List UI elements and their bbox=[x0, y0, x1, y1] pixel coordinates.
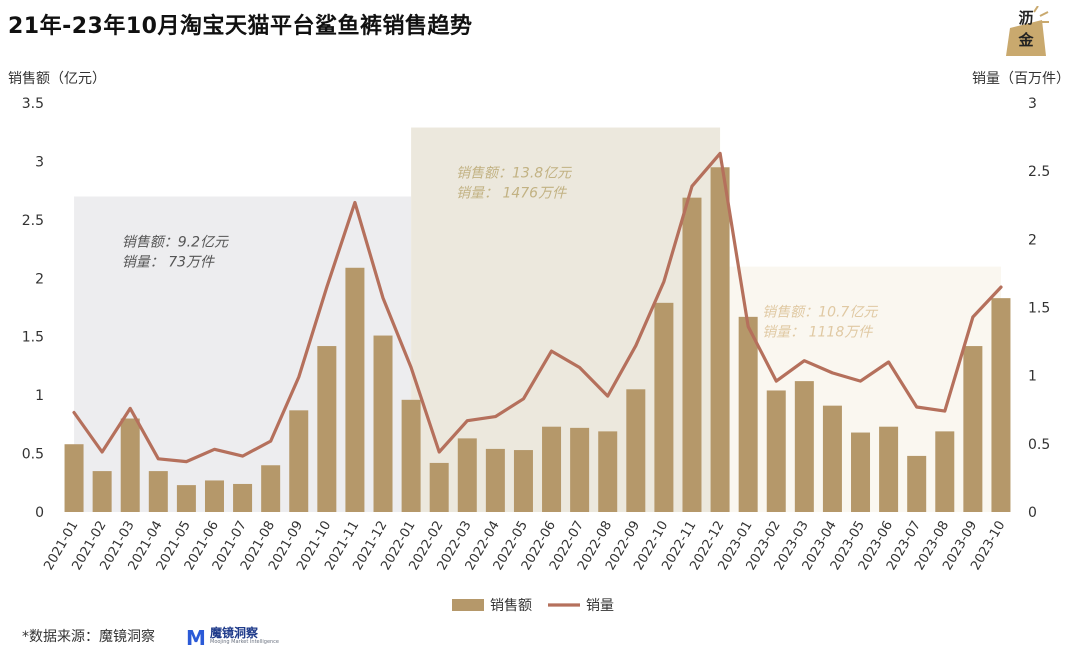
bar-2021-12 bbox=[373, 335, 393, 512]
left-axis-title: 销售额（亿元） bbox=[8, 71, 106, 87]
bar-2021-08 bbox=[261, 465, 281, 512]
bar-2023-02 bbox=[766, 390, 786, 512]
bar-2022-04 bbox=[485, 448, 505, 512]
right-tick-6: 3 bbox=[1028, 96, 1037, 112]
region-2-volume-annotation: 销量： 1476万件 bbox=[456, 186, 567, 202]
footer-brand-name: 魔镜洞察 bbox=[210, 626, 259, 640]
legend-bar-label: 销售额 bbox=[490, 598, 532, 614]
footer-brand-sub: Moojing Market Intelligence bbox=[210, 639, 280, 645]
brand-logo: 沥 金 bbox=[1002, 5, 1050, 60]
bar-2022-09 bbox=[626, 389, 646, 512]
right-tick-2: 1 bbox=[1028, 369, 1037, 385]
left-tick-2: 1 bbox=[35, 388, 44, 404]
bar-2022-06 bbox=[542, 426, 562, 512]
bar-2021-09 bbox=[289, 410, 309, 512]
data-source: *数据来源：魔镜洞察 bbox=[22, 629, 155, 645]
logo-text-2: 金 bbox=[1018, 31, 1034, 49]
legend-line-label: 销量 bbox=[586, 598, 614, 614]
bar-2021-11 bbox=[345, 267, 365, 512]
left-tick-1: 0.5 bbox=[22, 447, 44, 463]
region-3-sales-annotation: 销售额：10.7亿元 bbox=[762, 305, 878, 321]
region-2-sales-annotation: 销售额：13.8亿元 bbox=[456, 166, 572, 182]
bar-2021-02 bbox=[92, 471, 112, 512]
brand-m-icon: M bbox=[186, 626, 206, 650]
right-tick-1: 0.5 bbox=[1028, 437, 1050, 453]
bar-2023-08 bbox=[935, 431, 955, 512]
right-tick-0: 0 bbox=[1028, 505, 1037, 521]
bar-2022-03 bbox=[457, 438, 477, 512]
left-tick-3: 1.5 bbox=[22, 330, 44, 346]
sales-volume-line bbox=[72, 151, 1003, 464]
left-tick-6: 3 bbox=[35, 154, 44, 170]
left-tick-5: 2.5 bbox=[22, 213, 44, 229]
bar-2022-10 bbox=[654, 302, 674, 512]
right-axis-title: 销量（百万件） bbox=[972, 71, 1070, 87]
bar-2022-12 bbox=[710, 167, 730, 512]
left-tick-0: 0 bbox=[35, 505, 44, 521]
bar-2021-05 bbox=[176, 485, 196, 512]
bar-2023-10 bbox=[991, 298, 1011, 512]
bar-2022-05 bbox=[513, 450, 533, 512]
bar-2023-03 bbox=[794, 381, 814, 512]
bar-2023-06 bbox=[879, 426, 899, 512]
bar-2021-07 bbox=[233, 483, 253, 512]
bar-2023-04 bbox=[822, 405, 842, 512]
region-1-sales-annotation: 销售额：9.2亿元 bbox=[122, 234, 229, 250]
bar-2022-01 bbox=[401, 399, 421, 512]
bar-2021-06 bbox=[204, 480, 224, 512]
bar-2021-10 bbox=[317, 346, 337, 512]
legend-bar-swatch bbox=[452, 599, 484, 611]
bar-2023-07 bbox=[907, 455, 927, 512]
region-1-volume-annotation: 销量： 73万件 bbox=[122, 254, 215, 270]
bar-2023-09 bbox=[963, 346, 983, 512]
bar-2023-05 bbox=[851, 432, 871, 512]
region-3-volume-annotation: 销量： 1118万件 bbox=[762, 325, 873, 341]
right-tick-5: 2.5 bbox=[1028, 164, 1050, 180]
bar-2023-01 bbox=[738, 316, 758, 512]
bar-2021-04 bbox=[148, 471, 168, 512]
right-tick-4: 2 bbox=[1028, 232, 1037, 248]
left-tick-7: 3.5 bbox=[22, 96, 44, 112]
chart-title: 21年-23年10月淘宝天猫平台鲨鱼裤销售趋势 bbox=[8, 14, 473, 39]
footer-brand-logo: M 魔镜洞察 Moojing Market Intelligence bbox=[186, 624, 279, 650]
bar-2022-07 bbox=[570, 427, 590, 512]
bar-2022-02 bbox=[429, 462, 449, 512]
bar-2021-01 bbox=[64, 444, 84, 512]
left-tick-4: 2 bbox=[35, 271, 44, 287]
logo-graphic bbox=[1006, 5, 1049, 56]
logo-text-1: 沥 bbox=[1018, 9, 1034, 27]
right-tick-3: 1.5 bbox=[1028, 301, 1050, 317]
bar-2022-11 bbox=[682, 197, 702, 512]
bar-2022-08 bbox=[598, 431, 618, 512]
bar-2021-03 bbox=[120, 418, 140, 512]
